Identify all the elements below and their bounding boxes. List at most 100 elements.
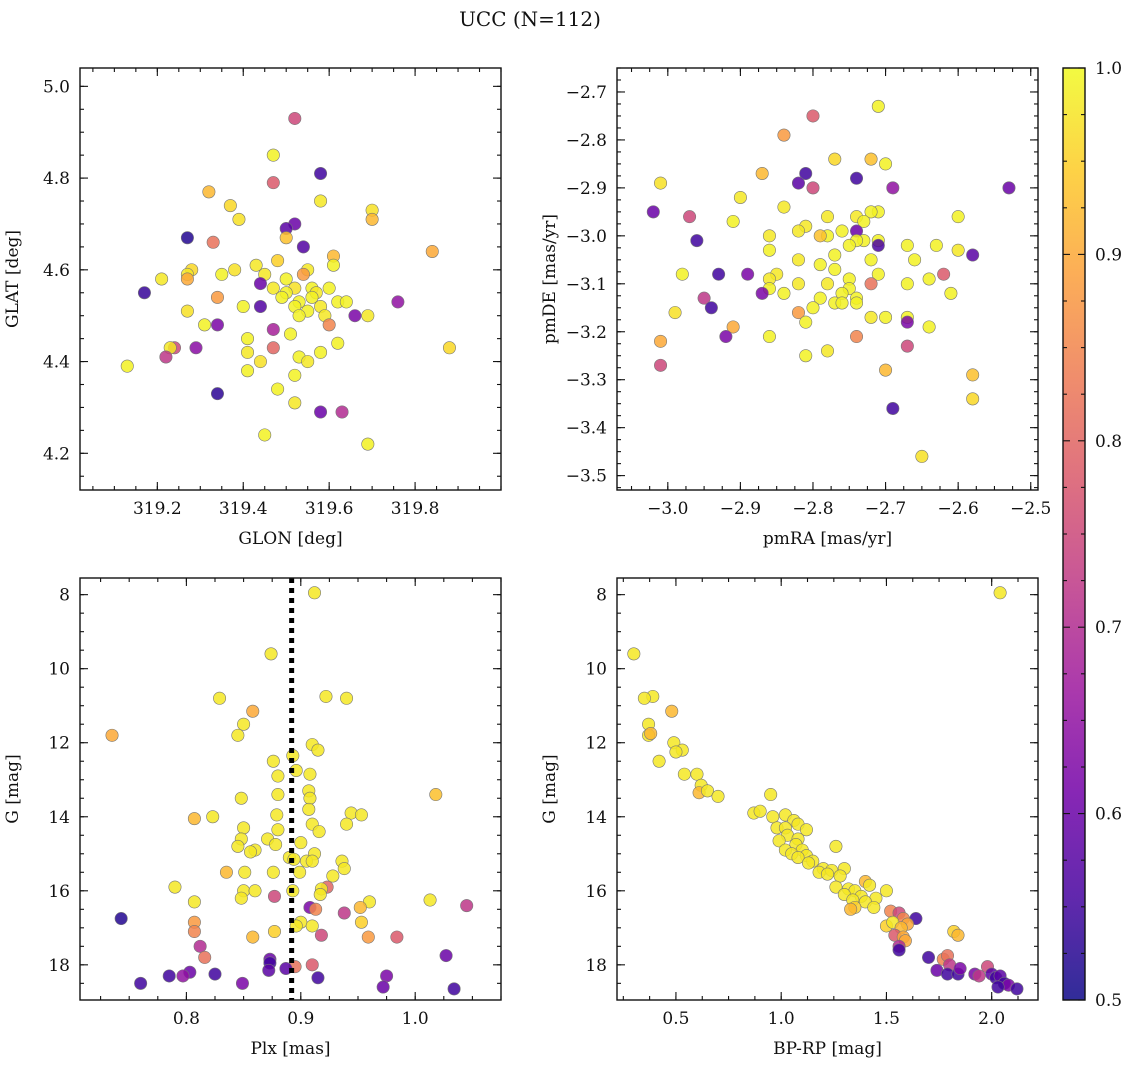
scatter-point: [892, 943, 906, 957]
scatter-point: [828, 152, 842, 166]
scatter-point: [275, 290, 289, 304]
y-axis-label: G [mag]: [540, 754, 560, 823]
y-tick-label: 4.6: [43, 261, 70, 281]
scatter-point: [305, 854, 319, 868]
scatter-point: [314, 928, 328, 942]
scatter-point: [241, 364, 255, 378]
scatter-point: [991, 980, 1005, 994]
scatter-point: [187, 925, 201, 939]
scatter-point: [726, 214, 740, 228]
scatter-point: [237, 821, 251, 835]
scatter-point: [354, 915, 368, 929]
y-tick-label: −3.3: [566, 371, 607, 391]
scatter-point: [322, 318, 336, 332]
axes-frame: [79, 67, 502, 491]
scatter-point: [741, 267, 755, 281]
x-tick-label: 319.2: [133, 499, 182, 519]
scatter-point: [791, 253, 805, 267]
scatter-point: [322, 281, 336, 295]
scatter-point: [447, 982, 461, 996]
scatter-point: [835, 296, 849, 310]
scatter-point: [1010, 982, 1024, 996]
scatter-point: [820, 210, 834, 224]
scatter-point: [654, 176, 668, 190]
scatter-point: [764, 788, 778, 802]
scatter-panel-4: 0.5 1.0 1.5 2.0 8 10 12 14 16 18 BP-RP [mag] G [mag…: [540, 577, 1039, 1059]
scatter-panel-3: 0.8 0.9 1.0 8 10 12 14 16 18 Plx [mas] G [mag]: [3, 577, 502, 1059]
x-tick-label: 1.0: [768, 1009, 795, 1029]
scatter-point: [269, 838, 283, 852]
scatter-point: [665, 704, 679, 718]
scatter-point: [340, 817, 354, 831]
y-tick-label: 4.2: [43, 444, 70, 464]
x-tick-label: −2.7: [865, 499, 906, 519]
scatter-point: [180, 304, 194, 318]
scatter-point: [762, 243, 776, 257]
y-tick-label: 16: [48, 882, 70, 902]
scatter-point: [813, 229, 827, 243]
scatter-point: [267, 889, 281, 903]
x-tick-label: 1.0: [402, 1009, 429, 1029]
scatter-point: [460, 899, 474, 913]
scatter-point: [879, 363, 893, 377]
scatter-point: [644, 726, 658, 740]
x-axis-label: GLON [deg]: [238, 529, 342, 549]
scatter-point: [288, 396, 302, 410]
scatter-point: [314, 345, 328, 359]
colorbar-tick-label: 0.8: [1095, 432, 1122, 452]
scatter-point: [219, 865, 233, 879]
colorbar: 0.5 0.6 0.7 0.8 0.9 1.0: [1062, 59, 1122, 1011]
scatter-point: [376, 980, 390, 994]
scatter-point: [755, 286, 769, 300]
scatter-point: [871, 267, 885, 281]
scatter-point: [863, 878, 877, 892]
data-points: [120, 111, 456, 451]
scatter-point: [303, 767, 317, 781]
scatter-point: [864, 310, 878, 324]
y-tick-label: −3.1: [566, 275, 607, 295]
scatter-point: [675, 267, 689, 281]
scatter-point: [791, 277, 805, 291]
scatter-point: [231, 839, 245, 853]
scatter-point: [314, 405, 328, 419]
colorbar-tick-label: 0.5: [1095, 991, 1122, 1011]
scatter-point: [213, 691, 227, 705]
y-tick-label: 8: [59, 586, 70, 606]
scatter-point: [137, 286, 151, 300]
scatter-point: [326, 258, 340, 272]
scatter-point: [202, 185, 216, 199]
scatter-point: [283, 327, 297, 341]
scatter-point: [668, 306, 682, 320]
scatter-point: [683, 210, 697, 224]
x-axis-label: Plx [mas]: [250, 1039, 330, 1059]
scatter-point: [791, 850, 805, 864]
scatter-point: [311, 971, 325, 985]
scatter-panel-1: 319.2 319.4 319.6 319.8 4.2 4.4 4.6 4.8 5.0 GLON …: [3, 67, 502, 549]
scatter-point: [677, 767, 691, 781]
scatter-point: [114, 912, 128, 926]
scatter-point: [425, 244, 439, 258]
scatter-point: [864, 277, 878, 291]
scatter-point: [908, 253, 922, 267]
x-tick-label: 0.9: [287, 1009, 314, 1029]
scatter-point: [972, 969, 986, 983]
scatter-point: [820, 344, 834, 358]
x-tick-label: −2.6: [938, 499, 979, 519]
scatter-point: [799, 167, 813, 181]
scatter-point: [799, 349, 813, 363]
scatter-point: [294, 836, 308, 850]
scatter-point: [829, 880, 843, 894]
y-axis-label: G [mag]: [3, 754, 23, 823]
scatter-point: [264, 647, 278, 661]
scatter-point: [828, 248, 842, 262]
scatter-point: [198, 318, 212, 332]
axes-frame: [616, 67, 1039, 491]
scatter-point: [319, 689, 333, 703]
y-tick-label: −3.5: [566, 467, 607, 487]
scatter-point: [627, 647, 641, 661]
scatter-point: [293, 865, 307, 879]
scatter-point: [669, 745, 683, 759]
scatter-point: [234, 791, 248, 805]
y-tick-label: 5.0: [43, 77, 70, 97]
